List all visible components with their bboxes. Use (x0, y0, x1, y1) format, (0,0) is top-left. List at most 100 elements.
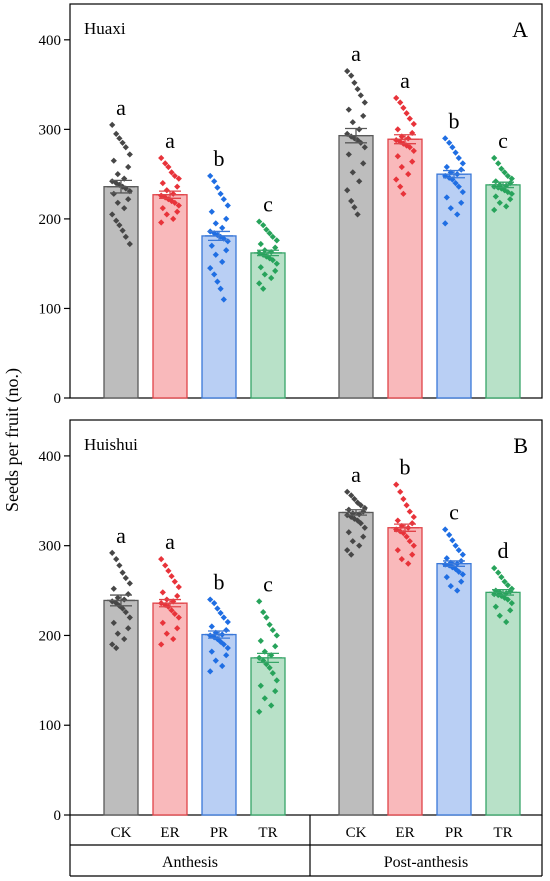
data-point (403, 110, 410, 117)
data-point (442, 220, 449, 227)
data-point (501, 187, 508, 194)
data-point (361, 504, 368, 512)
data-point (360, 160, 367, 167)
data-point (361, 524, 368, 531)
data-point (449, 144, 456, 151)
y-tick-label: 400 (39, 449, 62, 465)
y-tick-label: 100 (39, 718, 62, 734)
data-point (405, 135, 412, 142)
data-point (268, 702, 275, 709)
bar-pr (436, 173, 472, 399)
data-point (257, 637, 264, 644)
bar-tr (485, 591, 521, 816)
x-tick-label: PR (445, 825, 463, 841)
data-point (507, 196, 514, 203)
data-point (116, 222, 123, 229)
data-point (459, 160, 466, 167)
data-point (266, 621, 273, 628)
data-point (113, 217, 120, 224)
data-point (159, 179, 166, 187)
data-point (220, 614, 227, 621)
data-point (114, 171, 121, 178)
data-point (409, 551, 416, 558)
x-group-label: Anthesis (162, 854, 218, 871)
bar-ck (338, 511, 374, 816)
significance-letter: b (400, 455, 411, 480)
data-point (121, 635, 128, 643)
data-point (109, 211, 116, 218)
data-point (219, 662, 226, 670)
data-point (491, 206, 498, 214)
data-point (273, 260, 280, 267)
significance-letter: d (498, 538, 509, 563)
data-point (122, 144, 129, 151)
data-point (452, 179, 459, 187)
data-point (158, 219, 165, 226)
x-tick-label: PR (210, 825, 228, 841)
data-point (214, 278, 221, 285)
data-point (224, 618, 231, 626)
data-point (263, 226, 270, 233)
panel-title: Huishui (84, 435, 138, 454)
data-point (212, 251, 219, 258)
data-point (175, 175, 182, 182)
data-point (126, 614, 133, 621)
data-point (256, 218, 263, 225)
data-point (223, 215, 230, 223)
y-tick-label: 300 (39, 539, 62, 555)
plot-frame (69, 419, 543, 816)
data-point (256, 708, 263, 715)
data-point (504, 172, 511, 180)
data-point (211, 271, 218, 278)
bar-er (152, 602, 188, 816)
data-point (175, 614, 182, 621)
data-point (458, 199, 465, 206)
data-point (207, 668, 214, 675)
y-tick-label: 100 (39, 301, 62, 317)
data-point (501, 594, 508, 601)
y-tick-label: 200 (39, 212, 62, 228)
data-point (214, 184, 221, 191)
data-point (459, 571, 466, 578)
data-point (405, 560, 412, 567)
data-point (449, 564, 456, 571)
data-point (260, 285, 267, 292)
data-point (217, 609, 224, 617)
data-point (455, 154, 462, 162)
data-point (207, 172, 214, 180)
data-point (168, 573, 175, 580)
plot-frame (69, 3, 543, 399)
data-point (454, 587, 461, 594)
x-tick-label: ER (395, 825, 414, 841)
data-point (495, 569, 502, 576)
data-point (498, 574, 505, 581)
data-point (403, 502, 410, 509)
data-point (212, 220, 219, 227)
significance-letter: c (449, 500, 459, 525)
data-point (208, 242, 215, 249)
data-point (174, 625, 181, 632)
data-point (257, 264, 264, 271)
data-point (449, 537, 456, 544)
data-point (269, 626, 276, 634)
data-point (454, 211, 461, 218)
data-point (110, 157, 117, 164)
data-point (348, 72, 355, 79)
data-point (220, 641, 227, 648)
x-tick-label: TR (493, 825, 512, 841)
bar-tr (485, 184, 521, 399)
data-point (219, 224, 226, 231)
data-point (356, 178, 363, 185)
data-point (261, 695, 268, 702)
significance-letter: a (351, 41, 361, 66)
significance-letter: c (263, 571, 273, 596)
data-point (406, 508, 413, 515)
data-point (410, 120, 417, 128)
data-point (455, 183, 462, 190)
data-point (503, 590, 510, 597)
data-point (354, 499, 361, 506)
data-point (125, 196, 132, 203)
panel-letter: A (512, 17, 528, 42)
data-point (171, 199, 178, 206)
data-point (121, 205, 128, 212)
